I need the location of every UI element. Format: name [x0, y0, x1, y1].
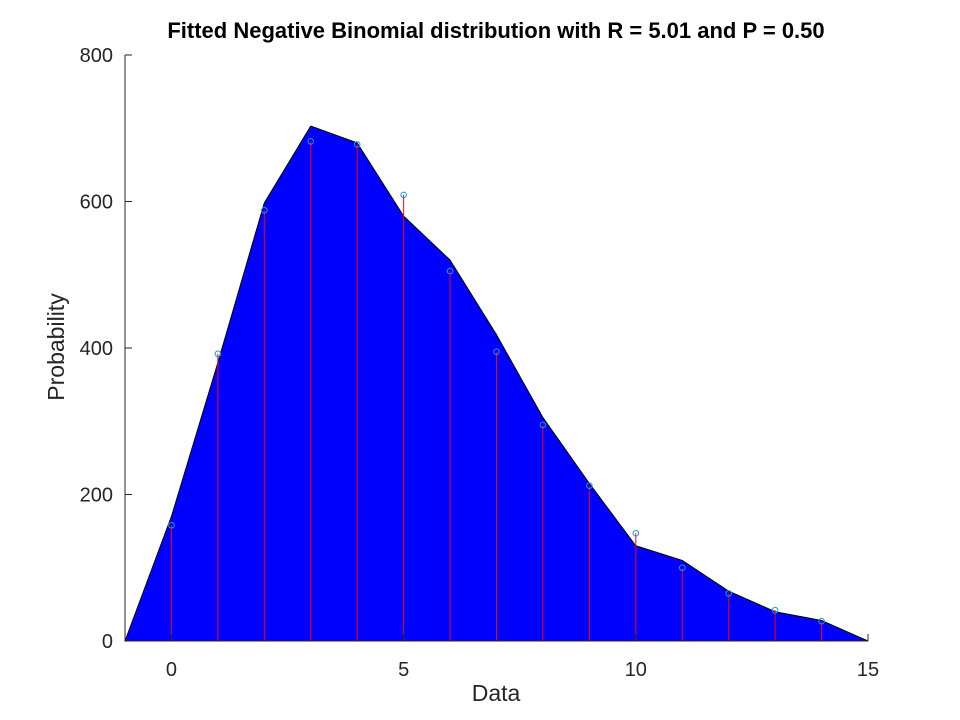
- x-tick-label: 10: [625, 659, 647, 681]
- stem-marker: [771, 606, 779, 614]
- y-axis-label: Probability: [43, 293, 69, 401]
- y-tick-label: 0: [102, 631, 113, 653]
- stem-marker: [168, 521, 175, 529]
- y-tick-label: 200: [80, 485, 113, 507]
- x-tick-labels: 0 5 10 15: [166, 659, 879, 681]
- stem-marker: [446, 267, 454, 275]
- stem-marker: [353, 141, 361, 148]
- plot-area: [124, 125, 869, 642]
- y-tick-label: 800: [80, 45, 113, 67]
- stem-marker: [539, 421, 547, 429]
- stem-layer: [170, 141, 823, 641]
- stem-marker: [307, 138, 315, 145]
- stem-marker: [818, 617, 825, 625]
- stem-marker: [725, 590, 732, 597]
- x-tick-label: 0: [166, 659, 177, 681]
- stem-marker: [586, 482, 593, 490]
- stem-marker: [214, 350, 222, 358]
- y-tick-label: 600: [80, 192, 113, 214]
- stem-marker: [632, 530, 640, 537]
- x-tick-label: 15: [857, 659, 879, 681]
- x-tick-label: 5: [398, 659, 409, 681]
- x-axis-label: Data: [472, 680, 521, 706]
- stem-marker: [493, 348, 500, 355]
- marker-layer: [168, 138, 825, 625]
- y-tick-labels: 0 200 400 600 800: [80, 45, 113, 653]
- stem-marker: [400, 191, 407, 199]
- stem-marker: [678, 564, 686, 572]
- axes: [124, 54, 869, 642]
- y-tick-label: 400: [80, 338, 113, 360]
- chart-title: Fitted Negative Binomial distribution wi…: [167, 18, 824, 43]
- stem-marker: [261, 206, 268, 214]
